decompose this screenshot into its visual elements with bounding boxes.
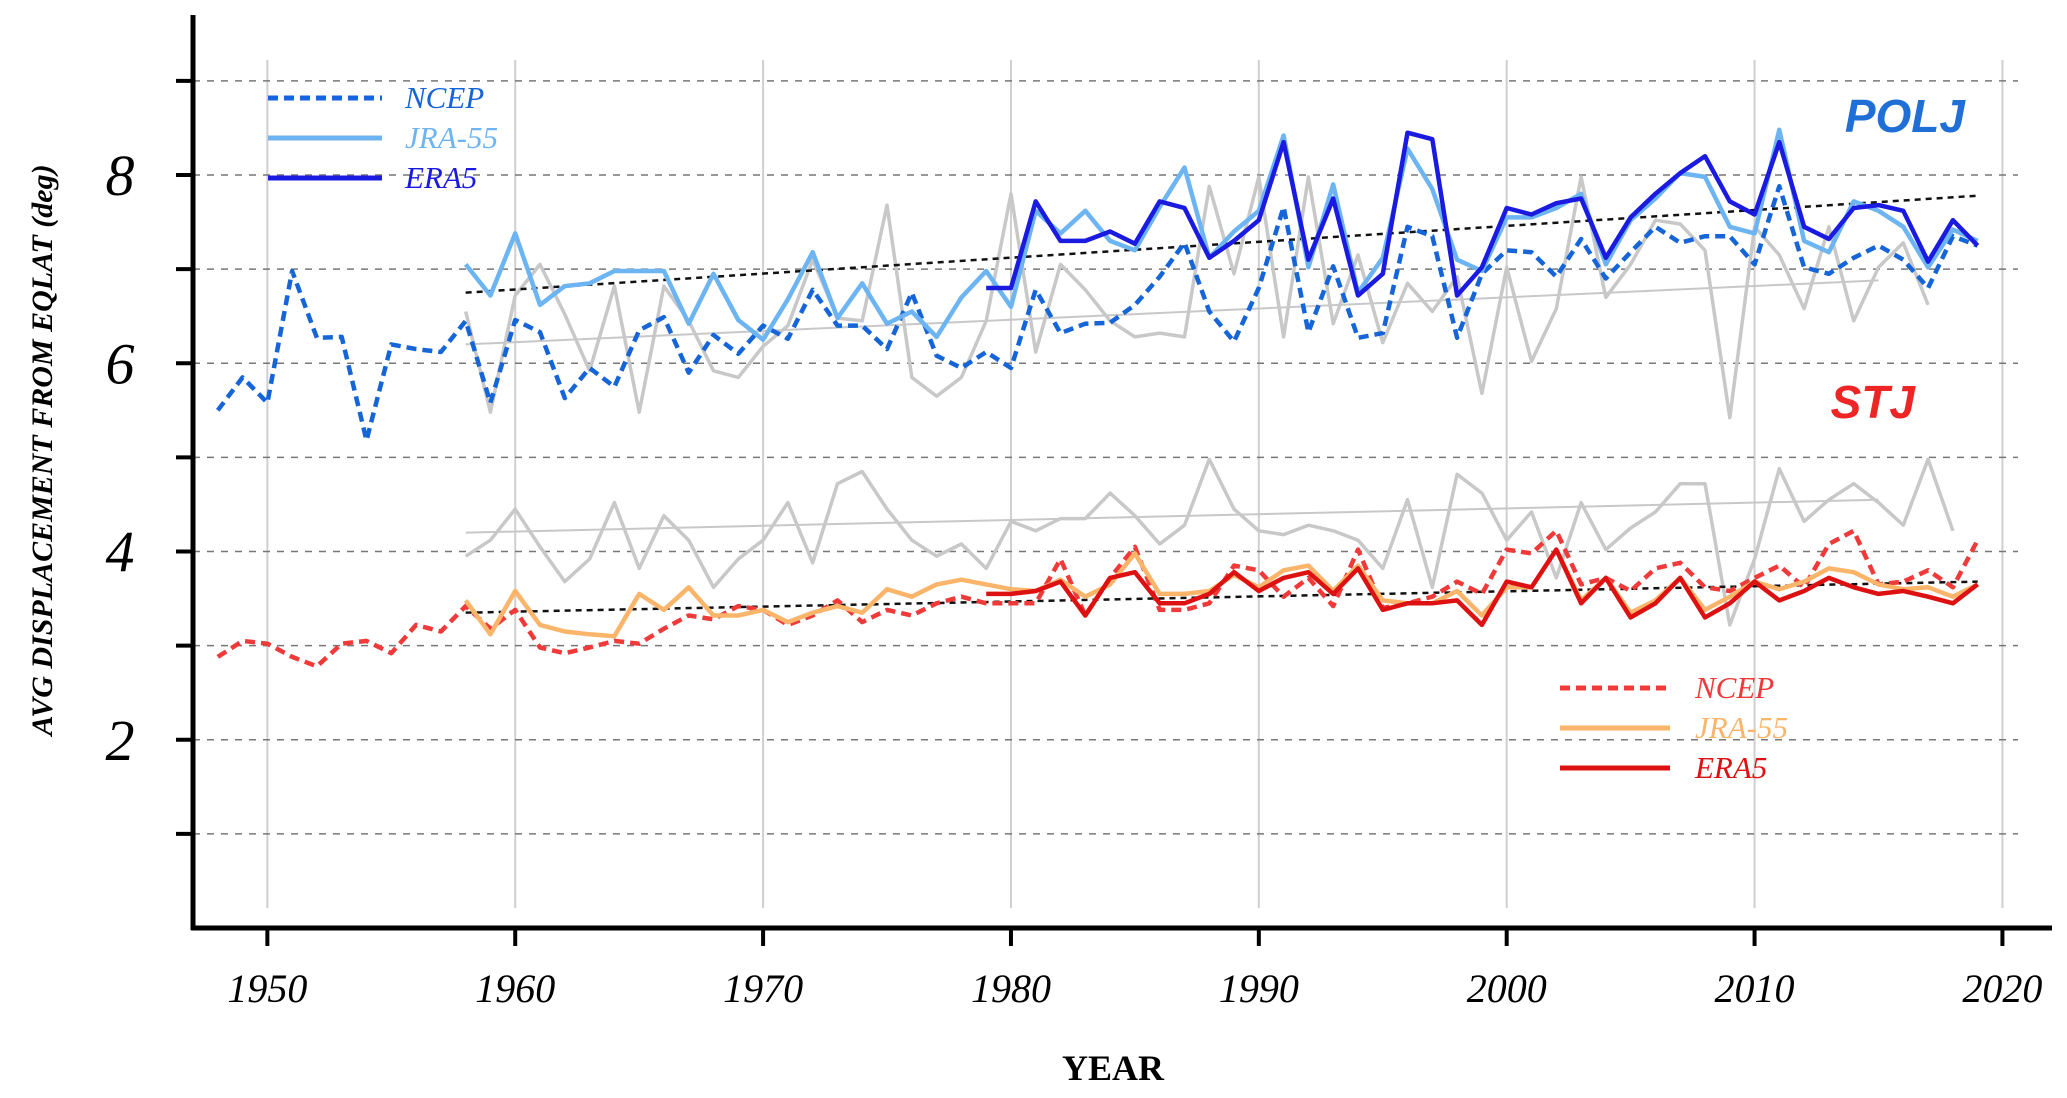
x-axis-title: YEAR [1062,1048,1165,1088]
x-tick-label: 1990 [1219,966,1299,1011]
x-tick-label: 2010 [1715,966,1795,1011]
x-tick-label: 2020 [1962,966,2042,1011]
series-line-stj-jra-55 [463,547,1979,639]
legend-stj: NCEP JRA-55 ERA5 [1560,670,1788,785]
x-tick-label: 1980 [971,966,1051,1011]
x-tick-label: 1960 [475,966,555,1011]
grid [193,60,2018,908]
group-label-stj: STJ [1831,376,1917,428]
y-tick-label: 6 [106,331,135,396]
series-line-stj-era5 [986,547,1979,628]
axes [190,15,2052,931]
legend-label-stj-era5: ERA5 [1694,750,1767,785]
legend-label-polj-era5: ERA5 [404,160,477,195]
legend-label-stj-ncep: NCEP [1694,670,1774,705]
legend-polj: NCEP JRA-55 ERA5 [268,80,498,195]
y-tick-label: 4 [106,520,135,585]
series-group [216,127,1980,669]
series-line-polj-jra-55 [463,127,1979,342]
series-line-stj-reference [464,457,1955,627]
series-line-polj-era5 [986,130,1980,298]
y-tick-label: 8 [106,143,135,208]
trend-line-polj [465,279,1879,346]
group-label-polj: POLJ [1845,90,1967,142]
legend-label-polj-jra55: JRA-55 [405,120,498,155]
legend-label-polj-ncep: NCEP [404,80,484,115]
ticks: 2 4 6 8 1950 1960 1970 1980 1990 2000 2010 2020 [106,78,2042,1011]
x-tick-label: 1970 [723,966,803,1011]
x-tick-label: 2000 [1467,966,1547,1011]
series-line-polj-reference [464,175,1930,420]
trend-line-stj [465,498,1879,534]
x-tick-label: 1950 [227,966,307,1011]
series-line-polj-ncep [216,184,1979,443]
legend-label-stj-jra55: JRA-55 [1695,710,1788,745]
y-axis-title: AVG DISPLACEMENT FROM EQLAT (deg) [26,164,59,737]
y-tick-label: 2 [106,708,135,773]
